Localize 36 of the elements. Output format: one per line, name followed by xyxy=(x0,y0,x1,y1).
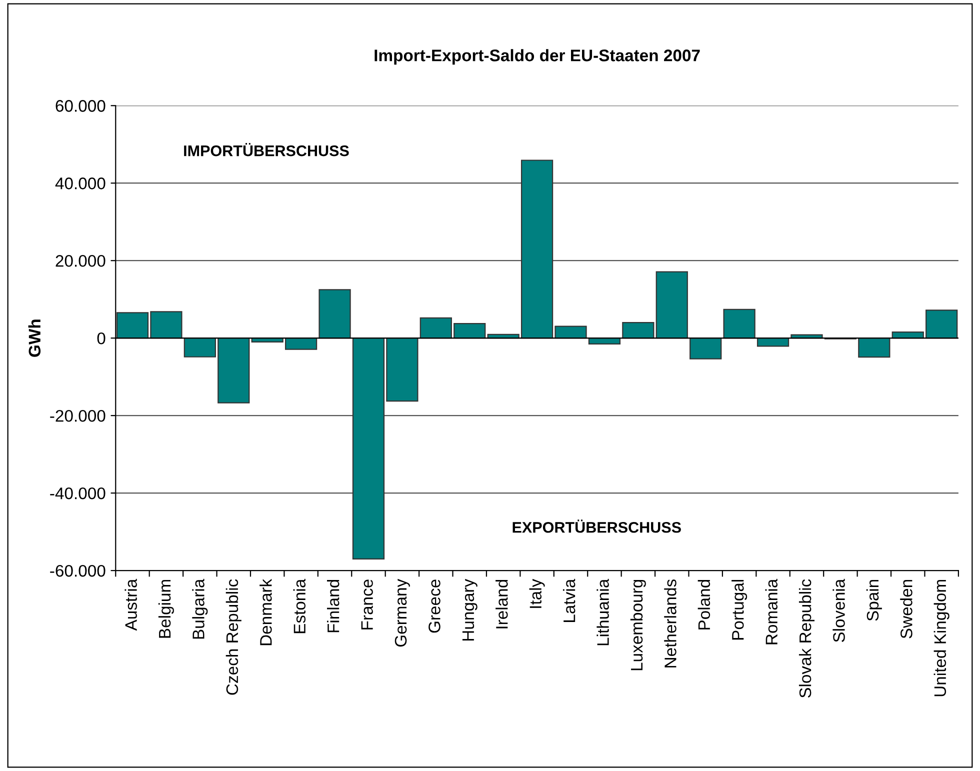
y-tick-label: 40.000 xyxy=(55,178,106,190)
x-tick-label: Czech Republic xyxy=(226,579,242,695)
y-tick-label: 60.000 xyxy=(56,100,106,112)
annotation: EXPORTÜBERSCHUSS xyxy=(512,520,681,533)
x-tick-label: United Kingdom xyxy=(934,580,950,696)
x-tick-label: Belgium xyxy=(158,580,174,638)
x-tick-label: France xyxy=(361,580,373,630)
x-tick-label: Spain xyxy=(866,580,882,621)
y-tick-label: -60.000 xyxy=(50,564,106,577)
x-tick-label: Bulgaria xyxy=(192,578,208,639)
x-tick-label: Finland xyxy=(327,580,340,632)
x-tick-label: Netherlands xyxy=(664,579,676,668)
y-axis-title: GWh xyxy=(28,320,41,357)
x-tick-label: Slovenia xyxy=(832,578,845,642)
y-tick-label: 20.000 xyxy=(56,255,106,267)
annotation: IMPORTÜBERSCHUSS xyxy=(184,143,349,156)
x-tick-label: Slovak Republic xyxy=(798,579,815,698)
x-tick-label: Estonia xyxy=(293,578,306,634)
x-tick-label: Austria xyxy=(124,578,137,631)
x-tick-label: Luxembourg xyxy=(630,580,646,670)
x-tick-label: Portugal xyxy=(732,580,748,640)
x-tick-label: Sweden xyxy=(900,580,912,638)
x-tick-label: Germany xyxy=(394,578,410,647)
y-tick-label: -40.000 xyxy=(50,487,106,500)
x-tick-label: Italy xyxy=(529,578,545,608)
x-tick-label: Lithuania xyxy=(596,578,609,646)
x-tick-label: Ireland xyxy=(496,580,508,628)
x-tick-label: Denmark xyxy=(260,578,272,646)
x-tick-label: Romania xyxy=(765,578,778,644)
x-tick-label: Hungary xyxy=(462,578,478,640)
y-tick-label: 0 xyxy=(97,332,106,344)
x-tick-label: Latvia xyxy=(562,578,576,622)
x-tick-label: Greece xyxy=(428,580,440,633)
y-tick-label: -20.000 xyxy=(50,410,106,422)
x-tick-label: Poland xyxy=(698,580,710,630)
chart-title: Import-Export-Saldo der EU-Staaten 2007 xyxy=(374,49,700,65)
